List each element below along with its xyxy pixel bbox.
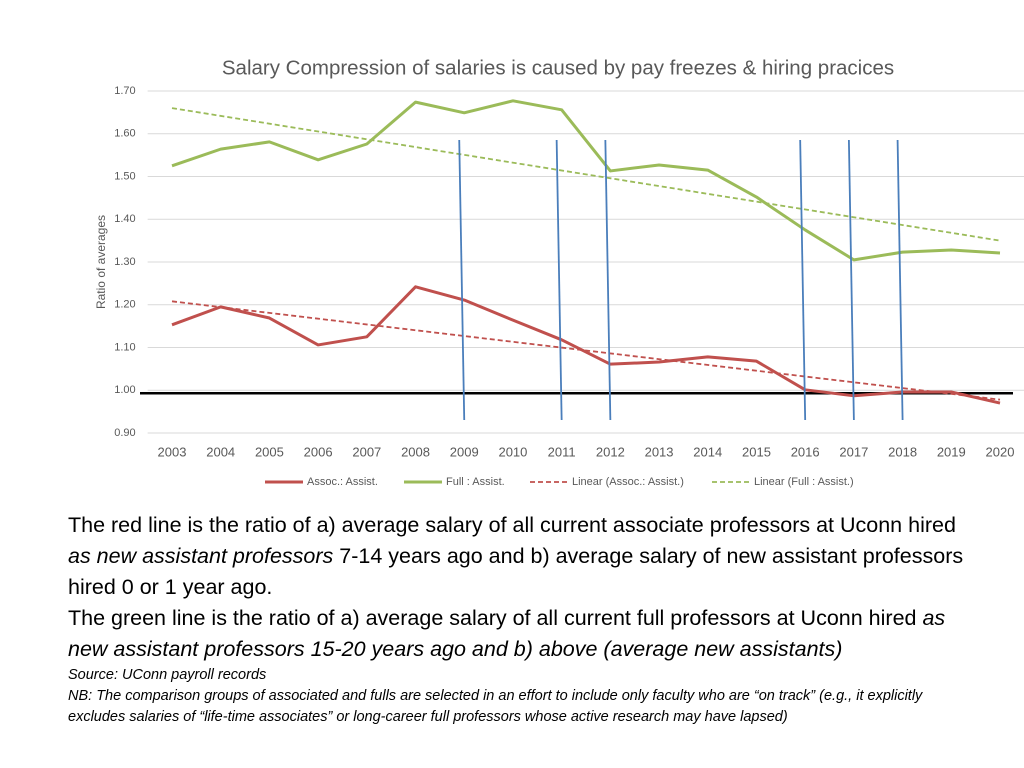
- legend-label: Assoc.: Assist.: [307, 476, 378, 488]
- x-tick-label: 2008: [401, 444, 430, 459]
- note-text: 7-14 years ago and b) average salary of …: [333, 544, 964, 568]
- legend-label: Full : Assist.: [446, 476, 505, 488]
- x-tick-label: 2020: [986, 444, 1015, 459]
- x-tick-label: 2012: [596, 444, 625, 459]
- note-text: new assistant professors 15-20 years ago…: [68, 637, 843, 661]
- x-tick-label: 2018: [888, 444, 917, 459]
- chart-title: Salary Compression of salaries is caused…: [222, 56, 894, 79]
- y-tick-label: 1.10: [114, 341, 135, 353]
- legend-label: Linear (Full : Assist.): [754, 476, 854, 488]
- vertical-marker: [896, 139, 904, 421]
- x-tick-label: 2007: [352, 444, 381, 459]
- y-axis-label: Ratio of averages: [94, 215, 108, 309]
- x-tick-label: 2010: [498, 444, 527, 459]
- legend-item: Assoc.: Assist.: [265, 476, 378, 488]
- vertical-marker: [604, 139, 612, 421]
- note-line: The red line is the ratio of a) average …: [68, 510, 1024, 541]
- note-text: hired 0 or 1 year ago.: [68, 575, 273, 599]
- series-line: [171, 99, 1001, 262]
- note-small: excludes salaries of “life-time associat…: [68, 709, 788, 725]
- x-tick-label: 2016: [791, 444, 820, 459]
- note-line: hired 0 or 1 year ago.: [68, 572, 1024, 603]
- note-line: as new assistant professors 7-14 years a…: [68, 541, 1024, 572]
- x-tick-label: 2003: [158, 444, 187, 459]
- x-tick-label: 2019: [937, 444, 966, 459]
- note-line: The green line is the ratio of a) averag…: [68, 603, 1024, 634]
- note-text: as new assistant professors: [68, 544, 334, 568]
- note-small: Source: UConn payroll records: [68, 667, 267, 683]
- note-text: as: [922, 606, 946, 630]
- vertical-marker: [555, 139, 563, 421]
- x-tick-label: 2006: [304, 444, 333, 459]
- y-tick-label: 1.20: [114, 299, 135, 311]
- series-line: [171, 285, 1001, 405]
- note-text: The green line is the ratio of a) averag…: [68, 606, 923, 630]
- x-tick-label: 2009: [450, 444, 479, 459]
- chart: Salary Compression of salaries is caused…: [94, 56, 1024, 488]
- vertical-marker: [799, 139, 807, 421]
- y-tick-label: 1.00: [114, 384, 135, 396]
- y-tick-label: 0.90: [114, 427, 135, 439]
- note-line: new assistant professors 15-20 years ago…: [68, 634, 1024, 665]
- x-tick-label: 2017: [839, 444, 868, 459]
- x-tick-label: 2011: [548, 444, 576, 459]
- legend-item: Linear (Full : Assist.): [712, 476, 854, 488]
- x-tick-label: 2013: [645, 444, 674, 459]
- note-small: NB: The comparison groups of associated …: [68, 688, 923, 704]
- legend-item: Full : Assist.: [404, 476, 505, 488]
- y-tick-label: 1.30: [114, 256, 135, 268]
- legend-item: Linear (Assoc.: Assist.): [530, 476, 684, 488]
- trendline: [171, 107, 1001, 242]
- x-tick-label: 2004: [206, 444, 235, 459]
- y-tick-label: 1.40: [114, 213, 135, 225]
- notes: The red line is the ratio of a) average …: [68, 510, 1024, 728]
- legend-label: Linear (Assoc.: Assist.): [572, 476, 684, 488]
- vertical-marker: [847, 139, 855, 421]
- x-tick-label: 2015: [742, 444, 771, 459]
- vertical-marker: [458, 139, 466, 421]
- y-tick-label: 1.60: [114, 128, 135, 140]
- note-text: The red line is the ratio of a) average …: [68, 513, 956, 537]
- y-tick-label: 1.70: [114, 85, 135, 97]
- y-tick-label: 1.50: [114, 170, 135, 182]
- x-tick-label: 2014: [693, 444, 722, 459]
- x-tick-label: 2005: [255, 444, 284, 459]
